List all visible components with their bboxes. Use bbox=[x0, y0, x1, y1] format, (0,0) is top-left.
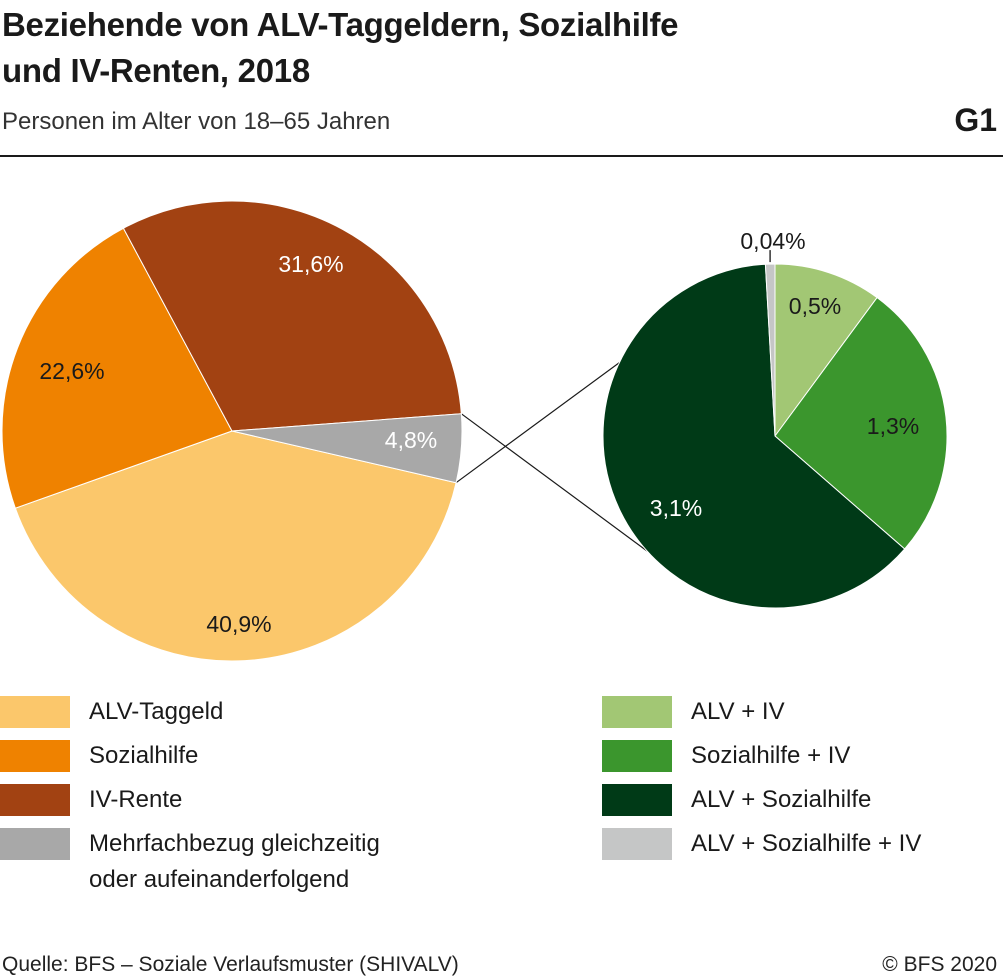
pie-slice bbox=[774, 296, 948, 550]
legend-swatch bbox=[602, 740, 672, 772]
slice-value-label: 0,5% bbox=[789, 293, 841, 319]
legend-swatch bbox=[0, 828, 70, 860]
pie-slice bbox=[774, 263, 878, 438]
legend-swatch bbox=[602, 828, 672, 860]
slice-value-label: 31,6% bbox=[278, 251, 343, 277]
slice-value-label: 4,8% bbox=[385, 427, 437, 453]
pie-slice bbox=[1, 227, 233, 509]
legend-label: ALV + IV bbox=[691, 698, 785, 725]
slice-value-label: 40,9% bbox=[206, 611, 271, 637]
slice-value-label: 1,3% bbox=[867, 413, 919, 439]
legend-swatch bbox=[0, 740, 70, 772]
chart-title-line2: und IV-Renten, 2018 bbox=[2, 52, 310, 89]
chart-title-line1: Beziehende von ALV-Taggeldern, Sozialhil… bbox=[2, 6, 679, 43]
slice-value-label: 22,6% bbox=[39, 358, 104, 384]
legend-label-line1: Mehrfachbezug gleichzeitig bbox=[89, 830, 380, 857]
pie-slice bbox=[122, 200, 462, 432]
legend-swatch bbox=[0, 784, 70, 816]
legend-label-line2: oder aufeinanderfolgend bbox=[89, 866, 350, 893]
chart-subtitle: Personen im Alter von 18–65 Jahren bbox=[2, 108, 391, 135]
legend-label: Sozialhilfe + IV bbox=[691, 742, 851, 769]
legend-swatch bbox=[602, 696, 672, 728]
legend-swatch bbox=[0, 696, 70, 728]
source-note: Quelle: BFS – Soziale Verlaufsmuster (SH… bbox=[2, 953, 459, 976]
main-pie: 40,9% 22,6% 31,6% 4,8% bbox=[1, 200, 463, 662]
legend-swatch bbox=[602, 784, 672, 816]
legend-label: ALV + Sozialhilfe bbox=[691, 786, 872, 813]
legend-label: ALV-Taggeld bbox=[89, 698, 224, 725]
legend-label: Sozialhilfe bbox=[89, 742, 199, 769]
chart-title: Beziehende von ALV-Taggeldern, Sozialhil… bbox=[2, 2, 902, 94]
legend-label: IV-Rente bbox=[89, 786, 183, 813]
detail-pie: 0,5% 1,3% 3,1% 0,04% bbox=[602, 228, 948, 609]
header-divider bbox=[0, 155, 1003, 157]
copyright-note: © BFS 2020 bbox=[882, 953, 997, 976]
pie-slice bbox=[602, 263, 906, 609]
connector-line bbox=[461, 413, 648, 552]
pie-slice bbox=[14, 430, 457, 662]
chart-code: G1 bbox=[954, 102, 997, 138]
pie-slice bbox=[764, 263, 776, 437]
slice-value-label: 3,1% bbox=[650, 495, 702, 521]
slice-value-label: 0,04% bbox=[740, 228, 805, 254]
legend-label: Mehrfachbezug gleichzeitig oder aufeinan… bbox=[89, 828, 380, 896]
legend-label: ALV + Sozialhilfe + IV bbox=[691, 830, 922, 857]
pie-slice bbox=[231, 413, 463, 484]
